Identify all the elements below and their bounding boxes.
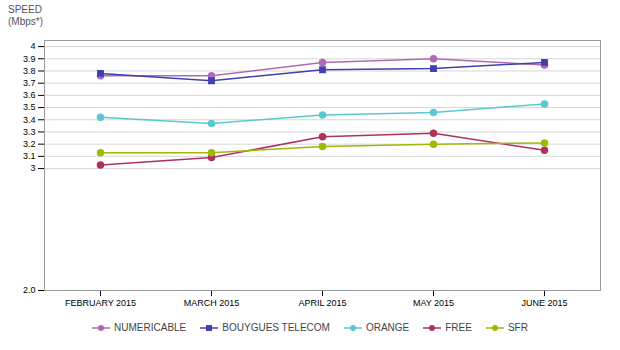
svg-text:3.3: 3.3 — [23, 127, 36, 137]
svg-text:FEBRUARY 2015: FEBRUARY 2015 — [65, 298, 136, 308]
svg-text:MARCH 2015: MARCH 2015 — [184, 298, 240, 308]
svg-text:3.6: 3.6 — [23, 90, 36, 100]
svg-text:3.2: 3.2 — [23, 139, 36, 149]
svg-text:3.8: 3.8 — [23, 66, 36, 76]
svg-text:3.5: 3.5 — [23, 102, 36, 112]
svg-text:MAY 2015: MAY 2015 — [413, 298, 454, 308]
svg-text:2.0: 2.0 — [23, 285, 36, 295]
svg-text:APRIL 2015: APRIL 2015 — [298, 298, 346, 308]
html-text:(Mbps*): (Mbps*) — [8, 16, 43, 27]
html-text:SFR: SFR — [507, 322, 528, 333]
svg-text:JUNE 2015: JUNE 2015 — [521, 298, 567, 308]
html-text:NUMERICABLE: NUMERICABLE — [114, 322, 187, 333]
svg-text:3.7: 3.7 — [23, 78, 36, 88]
svg-text:4: 4 — [30, 41, 35, 51]
svg-text:3.9: 3.9 — [23, 54, 36, 64]
html-text:BOUYGUES TELECOM: BOUYGUES TELECOM — [222, 322, 330, 333]
svg-text:3.4: 3.4 — [23, 115, 36, 125]
html-text:ORANGE: ORANGE — [365, 322, 410, 333]
svg-text:3: 3 — [30, 163, 35, 173]
svg-text:3.1: 3.1 — [23, 151, 36, 161]
html-text:SPEED: SPEED — [8, 4, 42, 15]
html-text:FREE: FREE — [445, 322, 472, 333]
